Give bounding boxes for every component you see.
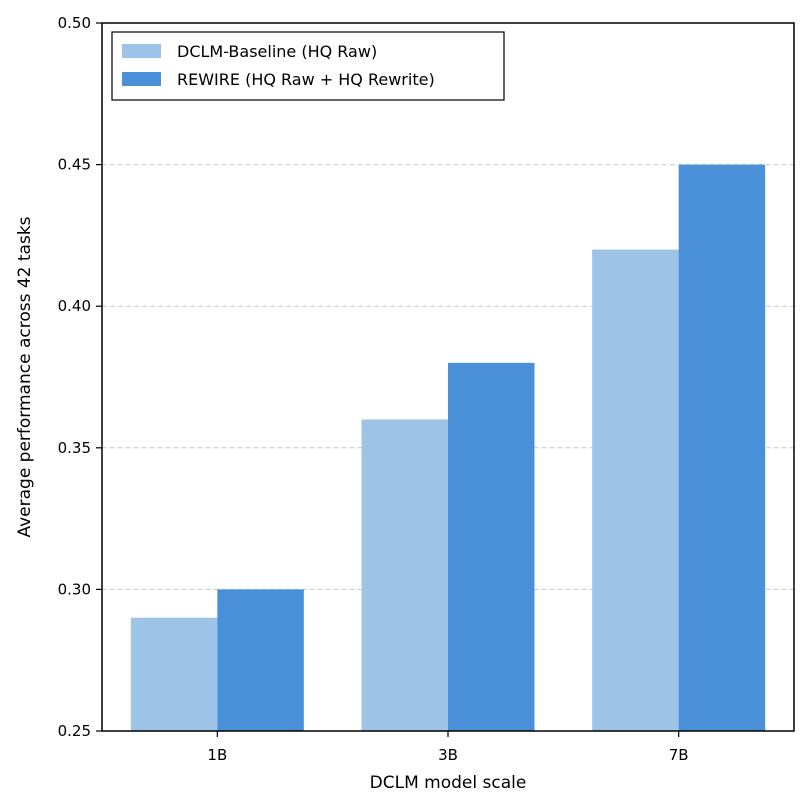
- y-axis-ticks: 0.25 0.30 0.35 0.40 0.45 0.50: [58, 14, 102, 740]
- bar-3B-rewire: [448, 362, 535, 731]
- legend-box: [111, 31, 505, 101]
- legend: DCLM-Baseline (HQ Raw) REWIRE (HQ Raw + …: [111, 31, 505, 101]
- y-tick-label: 0.25: [58, 722, 91, 740]
- bar-1B-dclm-baseline: [130, 617, 218, 731]
- y-axis-label: Average performance across 42 tasks: [15, 216, 35, 537]
- bar-3B-dclm-baseline: [361, 419, 448, 731]
- bar-7B-dclm-baseline: [592, 249, 679, 731]
- bars: [130, 164, 766, 732]
- x-tick-label: 1B: [207, 746, 227, 764]
- x-tick-label: 3B: [438, 746, 458, 764]
- y-tick-label: 0.40: [58, 297, 91, 315]
- legend-label-rewire: REWIRE (HQ Raw + HQ Rewrite): [177, 70, 435, 89]
- y-tick-label: 0.45: [58, 156, 91, 174]
- legend-swatch-dclm-baseline: [122, 44, 161, 58]
- y-tick-label: 0.30: [58, 580, 91, 598]
- legend-swatch-rewire: [122, 72, 161, 86]
- x-axis-ticks: 1B 3B 7B: [207, 731, 689, 764]
- x-axis-label: DCLM model scale: [370, 773, 527, 793]
- legend-label-dclm-baseline: DCLM-Baseline (HQ Raw): [177, 42, 377, 61]
- bar-7B-rewire: [678, 164, 766, 732]
- y-tick-label: 0.50: [58, 14, 91, 32]
- bar-1B-rewire: [217, 589, 304, 731]
- x-tick-label: 7B: [669, 746, 689, 764]
- y-tick-label: 0.35: [58, 439, 91, 457]
